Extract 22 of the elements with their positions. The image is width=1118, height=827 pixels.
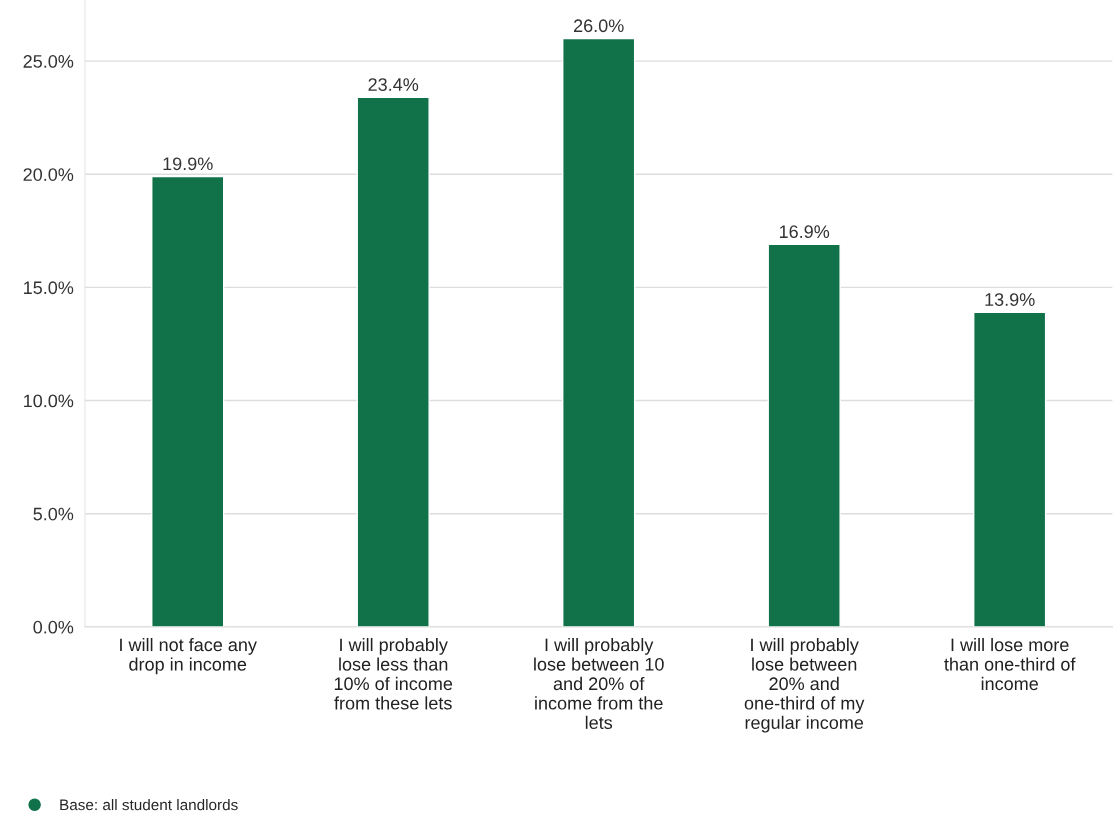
bar [562, 37, 636, 627]
y-tick-label: 25.0% [23, 55, 74, 68]
bar [356, 96, 430, 627]
bar [151, 175, 225, 627]
y-tick-label: 0.0% [33, 620, 74, 634]
x-tick-label: I will lose more than one-third of income [944, 637, 1076, 691]
y-tick-label: 5.0% [33, 507, 74, 521]
x-tick-label: I will probably lose between 20% and one-third of my regular income [744, 637, 865, 733]
bar [973, 311, 1047, 627]
text: 16.9% [779, 225, 830, 239]
text: 19.9% [163, 157, 213, 171]
x-tick-label: I will probably lose less than 10% of income from these lets [334, 637, 453, 710]
text: 13.9% [985, 293, 1035, 306]
y-tick-label: 15.0% [24, 281, 74, 295]
legend-label: Base: all student landlords [60, 799, 238, 811]
bar [767, 243, 841, 627]
x-tick-label: I will not face any drop in income [120, 637, 257, 675]
text: 23.4% [368, 78, 419, 91]
text: 26.0% [574, 19, 624, 33]
y-tick-label: 20.0% [23, 168, 74, 181]
y-tick-label: 10.0% [24, 394, 74, 408]
x-tick-label: I will probably lose between 10 and 20% of income from the lets [534, 637, 664, 730]
